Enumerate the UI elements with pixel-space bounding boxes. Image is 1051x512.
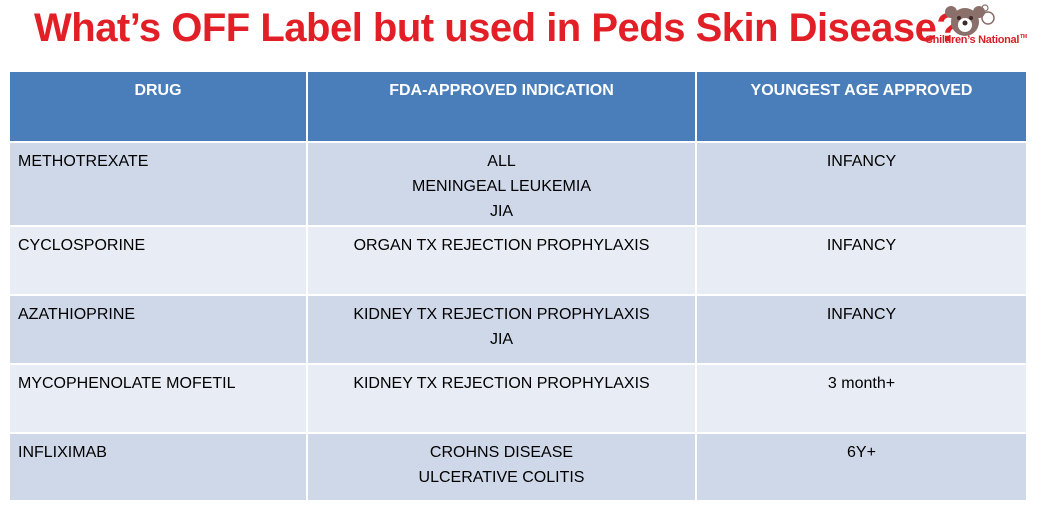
indication-cell: ALL MENINGEAL LEUKEMIA JIA [306,141,697,227]
indication-cell: ORGAN TX REJECTION PROPHYLAXIS [306,225,697,296]
childrens-national-logo: Children’s NationalTM [925,4,1045,54]
drug-cell: MYCOPHENOLATE MOFETIL [8,363,308,434]
header-drug: DRUG [8,72,308,143]
indication-line: ALL [487,153,516,170]
age-cell: INFANCY [695,141,1028,227]
age-cell: INFANCY [695,294,1028,365]
indication-line: KIDNEY TX REJECTION PROPHYLAXIS [353,375,650,392]
drug-table: DRUG FDA-APPROVED INDICATION YOUNGEST AG… [8,72,1028,502]
age-cell: 6Y+ [695,432,1028,502]
drug-cell: AZATHIOPRINE [8,294,308,365]
drug-cell: METHOTREXATE [8,141,308,227]
drug-cell: CYCLOSPORINE [8,225,308,296]
indication-line: CROHNS DISEASE [429,444,574,461]
table-row: AZATHIOPRINE KIDNEY TX REJECTION PROPHYL… [8,294,1028,365]
indication-line: ORGAN TX REJECTION PROPHYLAXIS [353,237,650,254]
age-cell: 3 month+ [695,363,1028,434]
teddy-bear-icon [945,4,995,36]
indication-line: JIA [489,203,514,220]
table-header-row: DRUG FDA-APPROVED INDICATION YOUNGEST AG… [8,72,1028,143]
indication-cell: KIDNEY TX REJECTION PROPHYLAXIS JIA [306,294,697,365]
table-row: INFLIXIMAB CROHNS DISEASE ULCERATIVE COL… [8,432,1028,502]
indication-line: ULCERATIVE COLITIS [418,469,585,486]
table-row: CYCLOSPORINE ORGAN TX REJECTION PROPHYLA… [8,225,1028,296]
indication-cell: KIDNEY TX REJECTION PROPHYLAXIS [306,363,697,434]
indication-line: KIDNEY TX REJECTION PROPHYLAXIS [353,306,650,323]
header-fda-approved-indication: FDA-APPROVED INDICATION [306,72,697,143]
age-cell: INFANCY [695,225,1028,296]
indication-line: MENINGEAL LEUKEMIA [411,178,591,195]
slide-title: What’s OFF Label but used in Peds Skin D… [34,6,961,50]
drug-cell: INFLIXIMAB [8,432,308,502]
logo-wordmark: Children’s NationalTM [925,34,1027,46]
table-row: METHOTREXATE ALL MENINGEAL LEUKEMIA JIA … [8,141,1028,227]
table-row: MYCOPHENOLATE MOFETIL KIDNEY TX REJECTIO… [8,363,1028,434]
header-youngest-age-approved: YOUNGEST AGE APPROVED [695,72,1028,143]
indication-cell: CROHNS DISEASE ULCERATIVE COLITIS [306,432,697,502]
indication-line: JIA [489,331,514,348]
